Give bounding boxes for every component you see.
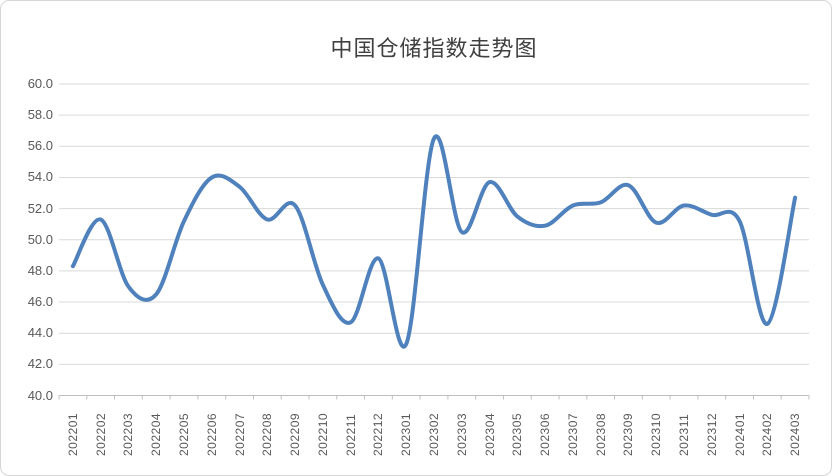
x-tick-label: 202305 [510,412,525,456]
x-tick-label: 202211 [343,413,358,456]
x-tick-label: 202308 [593,412,608,456]
y-tick-label: 42.0 [27,356,53,372]
x-tick-label: 202201 [65,412,80,456]
y-tick-label: 58.0 [27,107,53,123]
y-tick-label: 54.0 [27,169,53,185]
y-tick-label: 48.0 [27,262,53,278]
x-tick-label: 202304 [482,412,497,456]
x-tick-label: 202209 [288,412,303,456]
x-tick-label: 202311 [677,413,691,456]
x-tick-label: 202401 [732,412,747,456]
index-trend-line [70,134,798,349]
x-tick-label: 202403 [788,412,803,456]
x-tick-label: 202207 [232,412,247,456]
x-tick-label: 202302 [427,412,441,456]
y-tick-label: 40.0 [27,387,53,403]
x-tick-label: 202303 [454,412,469,456]
x-tick-label: 202206 [204,412,219,456]
x-tick-label: 202210 [315,412,330,456]
y-tick-label: 46.0 [27,294,53,310]
x-tick-label: 202306 [538,412,553,456]
y-tick-label: 44.0 [27,325,53,341]
chart-title: 中国仓储指数走势图 [330,36,538,61]
y-tick-label: 50.0 [27,231,53,247]
x-tick-label: 202309 [621,412,636,456]
x-tick-label: 202205 [177,412,191,456]
y-tick-label: 60.0 [27,76,53,91]
x-tick-label: 202208 [260,412,275,456]
x-tick-label: 202402 [760,412,775,456]
x-tick-label: 202301 [399,412,414,456]
x-tick-label: 202212 [371,412,386,456]
x-tick-label: 202203 [121,412,136,456]
x-tick-label: 202310 [649,412,664,456]
x-tick-label: 202312 [704,412,719,456]
x-tick-label: 202307 [565,412,580,456]
y-tick-label: 52.0 [27,200,53,216]
x-tick-label: 202204 [149,412,164,456]
x-tick-label: 202202 [93,412,108,456]
y-tick-label: 56.0 [27,138,53,154]
